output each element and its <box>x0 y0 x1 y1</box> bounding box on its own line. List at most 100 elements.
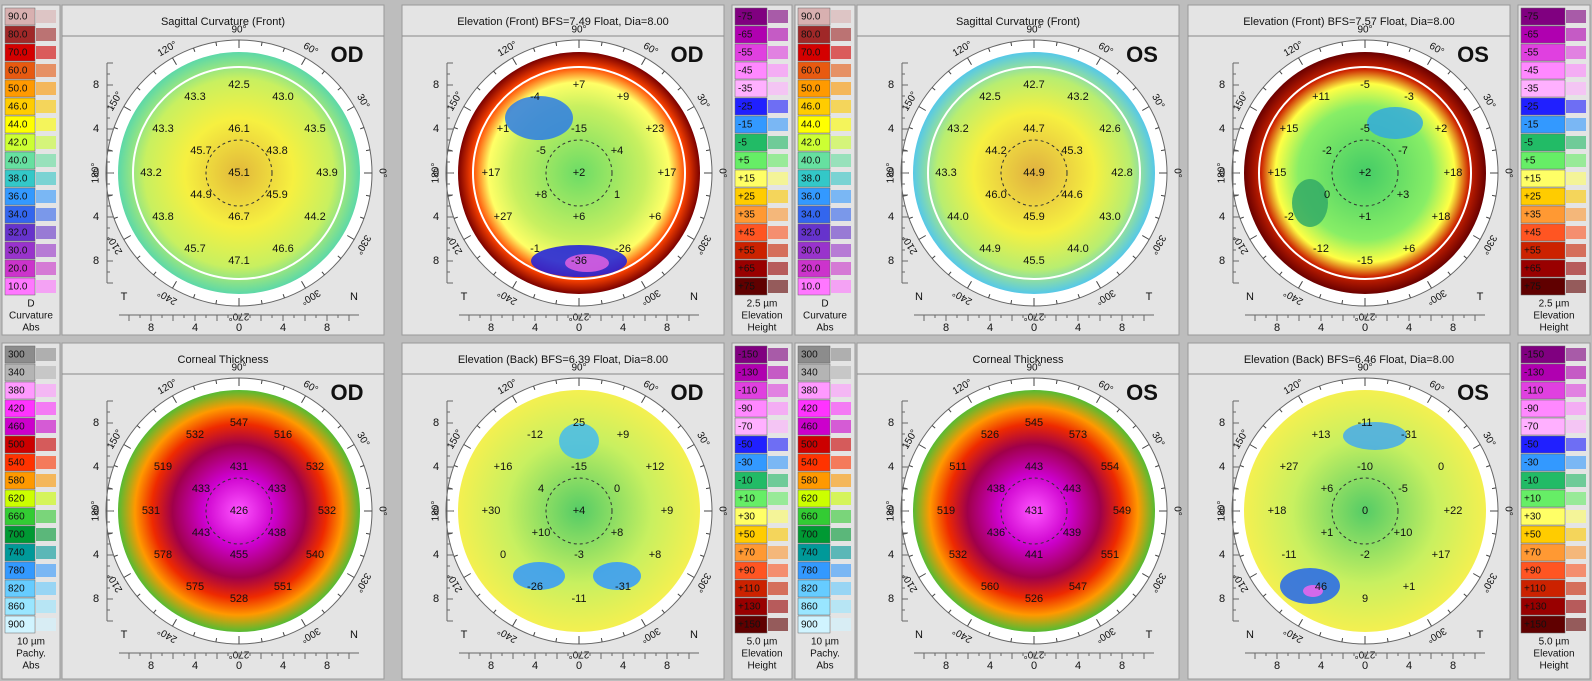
scale-label: 90.0 <box>8 12 28 23</box>
map-value: 44.0 <box>1067 243 1088 255</box>
y-tick-label: 8 <box>93 255 99 267</box>
map-value: 44.9 <box>979 243 1000 255</box>
scale-label: +65 <box>1524 264 1541 275</box>
scale-notch <box>36 564 56 577</box>
x-tick-label: 4 <box>192 660 198 672</box>
scale-label: +15 <box>738 174 755 185</box>
scale-notch <box>768 600 788 613</box>
ring-tick <box>1492 533 1496 534</box>
ring-tick <box>556 42 557 46</box>
map-value: 560 <box>981 581 999 593</box>
scale-notch <box>36 546 56 559</box>
map-value: 42.7 <box>1023 79 1044 91</box>
side-label: N <box>915 291 923 303</box>
map-value: -1 <box>530 243 540 255</box>
y-tick-label: 8 <box>1219 593 1225 605</box>
ring-tick <box>1492 488 1496 489</box>
x-tick-label: 8 <box>1274 322 1280 334</box>
x-tick-label: 4 <box>987 660 993 672</box>
ring-tick <box>1056 300 1057 304</box>
map-value: 44.2 <box>985 145 1006 157</box>
map-title: Sagittal Curvature (Front) <box>956 16 1080 28</box>
map-value: -15 <box>1357 255 1373 267</box>
ring-tick <box>706 533 710 534</box>
scale-label: -50 <box>738 440 753 451</box>
side-label: T <box>1146 291 1153 303</box>
scale-label: 740 <box>801 548 818 559</box>
x-tick-label: 4 <box>280 660 286 672</box>
scale-caption: Curvature <box>9 311 53 322</box>
scale-label: +90 <box>1524 566 1541 577</box>
x-tick-label: 4 <box>1406 660 1412 672</box>
x-tick-label: 8 <box>664 322 670 334</box>
map-value: 43.0 <box>272 91 293 103</box>
scale-label: -150 <box>1524 350 1544 361</box>
map-value: -2 <box>1284 211 1294 223</box>
scale-notch <box>831 420 851 433</box>
y-tick-label: 4 <box>1219 461 1225 473</box>
map-value: 547 <box>230 417 248 429</box>
map-value: 25 <box>573 417 585 429</box>
map-value: +17 <box>658 167 677 179</box>
scale-label: -35 <box>1524 84 1539 95</box>
scale-label: 44.0 <box>8 120 28 131</box>
map-value: +18 <box>1432 211 1451 223</box>
scale-notch <box>1566 348 1586 361</box>
map-value: 532 <box>306 461 324 473</box>
scale-label: 40.0 <box>8 156 28 167</box>
scale-notch <box>36 28 56 41</box>
scale-label: -55 <box>1524 48 1539 59</box>
scale-label: +75 <box>1524 282 1541 293</box>
eye-label: OD <box>331 380 364 405</box>
map-value: 46.7 <box>228 211 249 223</box>
scale-label: 300 <box>801 350 818 361</box>
map-value: 4 <box>538 483 544 495</box>
map-value: 0 <box>1438 461 1444 473</box>
y-tick-label: 4 <box>888 461 894 473</box>
scale-label: -130 <box>738 368 758 379</box>
scale-notch <box>1566 438 1586 451</box>
scale-notch <box>768 154 788 167</box>
scale-notch <box>1566 564 1586 577</box>
angle-label: 0° <box>1502 506 1513 516</box>
scale-notch <box>36 64 56 77</box>
scale-notch <box>36 420 56 433</box>
scale-caption: Abs <box>22 661 39 672</box>
map-value: 44.9 <box>1023 167 1044 179</box>
scale-label: -50 <box>1524 440 1539 451</box>
side-label: T <box>461 291 468 303</box>
ring-tick <box>448 195 452 196</box>
map-value: 540 <box>306 549 324 561</box>
map-value: 44.6 <box>1061 189 1082 201</box>
ring-tick <box>261 42 262 46</box>
map-value: 547 <box>1069 581 1087 593</box>
scale-label: 38.0 <box>8 174 28 185</box>
angle-label: 0° <box>376 168 387 178</box>
scale-label: 620 <box>8 494 25 505</box>
map-value: +1 <box>1403 581 1416 593</box>
scale-notch <box>831 528 851 541</box>
side-label: N <box>690 291 698 303</box>
map-value: +15 <box>1268 167 1287 179</box>
x-tick-label: 4 <box>532 322 538 334</box>
scale-label: +110 <box>738 584 760 595</box>
scale-notch <box>768 10 788 23</box>
scale-label: +5 <box>738 156 750 167</box>
map-title: Elevation (Front) BFS=7.49 Float, Dia=8.… <box>457 16 669 28</box>
scale-label: +30 <box>1524 512 1541 523</box>
scale-label: -5 <box>738 138 747 149</box>
scale-notch <box>1566 420 1586 433</box>
scale-notch <box>1566 492 1586 505</box>
scale-notch <box>1566 172 1586 185</box>
ring-tick <box>556 300 557 304</box>
angle-label: 90° <box>571 363 586 374</box>
ring-tick <box>1234 195 1238 196</box>
map-value: 44.0 <box>947 211 968 223</box>
y-tick-label: 8 <box>433 417 439 429</box>
side-label: N <box>690 629 698 641</box>
y-tick-label: 4 <box>93 549 99 561</box>
side-label: N <box>1246 291 1254 303</box>
scale-label: 540 <box>801 458 818 469</box>
scale-label: 860 <box>8 602 25 613</box>
ring-tick <box>1387 42 1388 46</box>
